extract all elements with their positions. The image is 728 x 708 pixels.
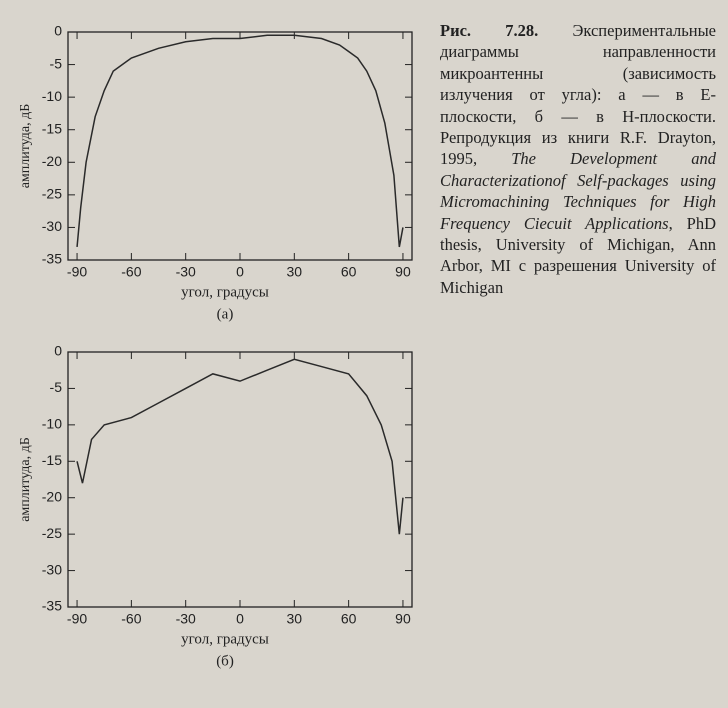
y-tick-label: -20 <box>42 488 62 504</box>
y-tick-label: -5 <box>50 379 63 395</box>
x-tick-label: -60 <box>121 611 141 627</box>
x-tick-label: -90 <box>67 611 87 627</box>
caption-title: The Development and Characterizationof S… <box>440 149 716 233</box>
caption-text: Экспериментальные диаграммы направленнос… <box>440 21 716 169</box>
caption-label: Рис. 7.28. <box>440 21 539 40</box>
x-tick-label: 60 <box>341 611 357 627</box>
y-axis-label: амплитуда, дБ <box>18 437 33 522</box>
panel-label: (б) <box>216 653 234 669</box>
x-tick-label: 0 <box>236 264 244 280</box>
x-tick-label: 30 <box>287 611 303 627</box>
x-tick-label: 60 <box>341 264 357 280</box>
x-tick-label: 30 <box>287 264 303 280</box>
y-tick-label: -25 <box>42 186 62 202</box>
x-axis-label: угол, градусы <box>181 631 269 647</box>
x-tick-label: -30 <box>176 264 196 280</box>
y-tick-label: -35 <box>42 251 62 267</box>
y-axis-label: амплитуда, дБ <box>18 104 33 189</box>
x-tick-label: -60 <box>121 264 141 280</box>
y-tick-label: -10 <box>42 416 62 432</box>
y-tick-label: 0 <box>54 23 62 39</box>
caption: Рис. 7.28. Экспериментальные диаграммы н… <box>440 20 716 298</box>
x-axis-label: угол, градусы <box>181 284 269 300</box>
y-tick-label: -20 <box>42 153 62 169</box>
x-tick-label: -90 <box>67 264 87 280</box>
y-tick-label: -15 <box>42 120 62 136</box>
y-tick-label: -15 <box>42 452 62 468</box>
line <box>76 34 404 248</box>
panel-label: (а) <box>217 306 234 322</box>
x-tick-label: 90 <box>395 264 411 280</box>
x-tick-label: 90 <box>395 611 411 627</box>
y-tick-label: -5 <box>50 55 63 71</box>
y-tick-label: -30 <box>42 561 62 577</box>
line <box>76 358 404 535</box>
y-tick-label: -35 <box>42 598 62 614</box>
y-tick-label: -10 <box>42 88 62 104</box>
x-tick-label: -30 <box>176 611 196 627</box>
x-tick-label: 0 <box>236 611 244 627</box>
y-tick-label: 0 <box>54 343 62 359</box>
plot-frame <box>67 351 413 608</box>
caption-text: , PhD thesis, University of Michigan, An… <box>440 213 717 297</box>
y-tick-label: -30 <box>42 218 62 234</box>
y-tick-label: -25 <box>42 525 62 541</box>
